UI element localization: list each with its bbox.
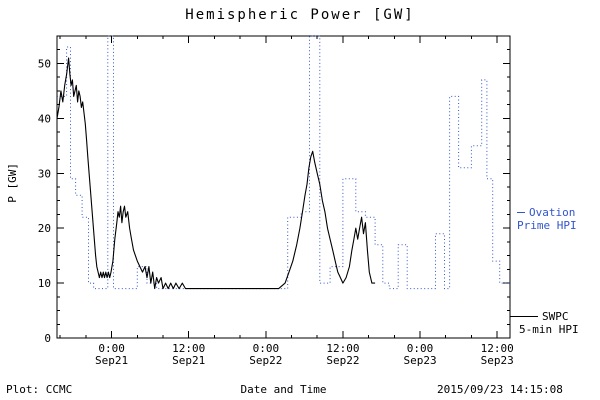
series-swpc [56, 57, 376, 290]
x-tick-label: 12:00 [172, 342, 205, 355]
legend-swpc-label2: 5-min HPI [519, 323, 579, 336]
legend-swpc-line1: SWPC [510, 310, 579, 323]
plot-credit: Plot: CCMC [6, 383, 73, 396]
y-tick-label: 0 [44, 332, 51, 345]
x-tick-label: Sep22 [249, 354, 282, 367]
y-tick-label: 20 [38, 222, 51, 235]
x-tick-label: Sep21 [172, 354, 205, 367]
y-tick-label: 50 [38, 57, 51, 70]
y-tick-label: 40 [38, 112, 51, 125]
x-tick-label: Sep21 [95, 354, 128, 367]
x-tick-label: 12:00 [326, 342, 359, 355]
legend-ovation-label1: Ovation [529, 206, 576, 219]
series-ovation [57, 35, 510, 290]
y-tick-label: 30 [38, 167, 51, 180]
x-tick-label: 0:00 [253, 342, 280, 355]
x-tick-label: 0:00 [407, 342, 434, 355]
chart-title: Hemispheric Power [GW] [185, 7, 415, 23]
legend-ovation-line1: Ovation [517, 206, 577, 219]
x-tick-label: 12:00 [481, 342, 514, 355]
legend-swpc-label1: SWPC [542, 310, 569, 323]
legend-swpc: SWPC 5-min HPI [510, 310, 579, 336]
swpc-line-sample [510, 315, 538, 317]
legend-ovation-label2: Prime HPI [517, 219, 577, 232]
y-tick-label: 10 [38, 277, 51, 290]
x-tick-label: Sep23 [403, 354, 436, 367]
axis-frame [56, 35, 511, 339]
ovation-line-sample [517, 211, 525, 213]
x-tick-label: Sep23 [481, 354, 514, 367]
plot-timestamp: 2015/09/23 14:15:08 [437, 383, 563, 396]
legend-ovation: Ovation Prime HPI [517, 206, 577, 232]
x-tick-label: Sep22 [326, 354, 359, 367]
x-tick-label: 0:00 [98, 342, 125, 355]
x-axis-label: Date and Time [240, 383, 327, 396]
